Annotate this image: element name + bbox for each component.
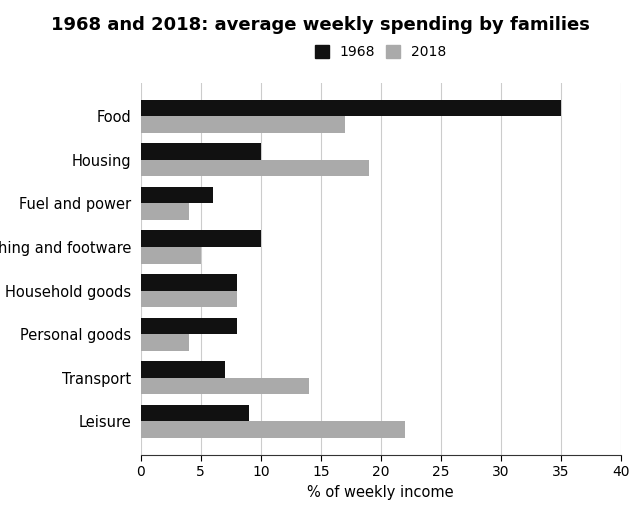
Text: 1968 and 2018: average weekly spending by families: 1968 and 2018: average weekly spending b… [51,16,589,34]
Bar [141,334,189,351]
Bar [141,203,189,220]
Bar [141,247,201,264]
Bar [141,421,405,438]
Bar [141,274,237,291]
Bar [141,100,561,116]
Bar [141,405,249,421]
Bar [141,116,345,133]
Bar [141,143,261,160]
Bar [141,317,237,334]
Bar [141,378,309,394]
Bar [141,160,369,176]
Bar [141,187,212,203]
X-axis label: % of weekly income: % of weekly income [307,485,454,500]
Bar [141,291,237,307]
Legend: 1968, 2018: 1968, 2018 [310,41,451,64]
Bar [141,361,225,378]
Bar [141,231,261,247]
